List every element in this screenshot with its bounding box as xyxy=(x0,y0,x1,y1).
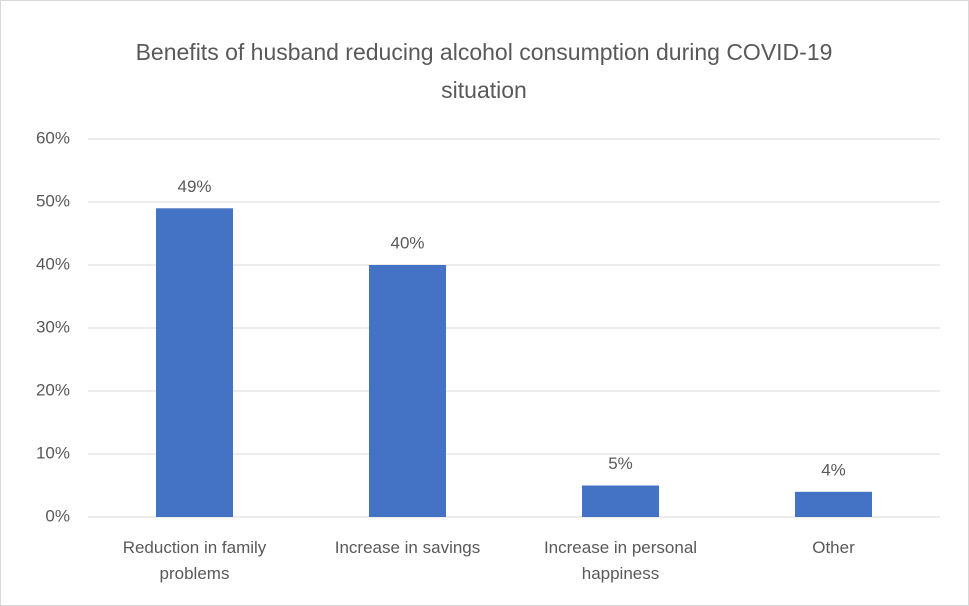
y-tick-label: 0% xyxy=(45,506,70,525)
x-tick-box: Reduction in family problems xyxy=(122,538,267,583)
x-tick-box: Other xyxy=(812,538,855,557)
title-box: Benefits of husband reducing alcohol con… xyxy=(135,39,833,103)
y-tick-label: 20% xyxy=(36,380,70,399)
y-tick-label: 40% xyxy=(36,254,70,273)
x-tick-label: Reduction in family problems xyxy=(122,538,267,583)
value-label: 49% xyxy=(177,177,211,196)
value-label: 40% xyxy=(390,233,424,252)
y-tick-label: 50% xyxy=(36,191,70,210)
bar xyxy=(369,265,446,517)
value-label: 5% xyxy=(608,454,633,473)
bar xyxy=(582,485,659,517)
y-tick-label: 60% xyxy=(36,128,70,147)
x-tick-box: Increase in savings xyxy=(334,538,481,557)
y-tick-label: 10% xyxy=(36,443,70,462)
value-label: 4% xyxy=(821,460,846,479)
x-tick-box: Increase in personal happiness xyxy=(543,538,698,583)
x-tick-label: Increase in savings xyxy=(334,538,481,557)
x-tick-label: Increase in personal happiness xyxy=(543,538,698,583)
bar xyxy=(795,491,872,517)
x-tick-label: Other xyxy=(812,538,855,557)
chart-title: Benefits of husband reducing alcohol con… xyxy=(135,39,833,103)
bar xyxy=(156,208,233,518)
y-tick-label: 30% xyxy=(36,317,70,336)
